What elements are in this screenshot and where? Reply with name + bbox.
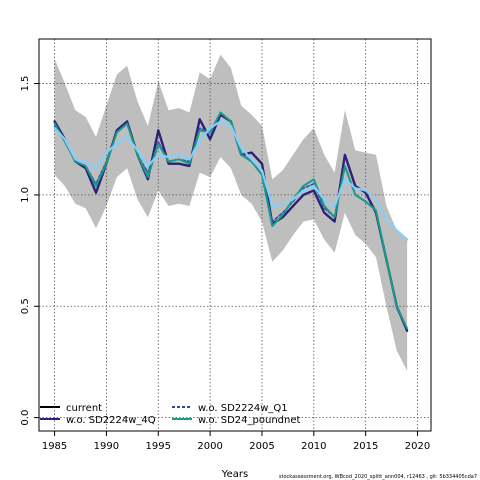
x-tick-label: 2010 (301, 441, 326, 452)
x-tick-label: 2015 (353, 441, 378, 452)
y-tick-label: 0.5 (20, 298, 31, 314)
x-axis-title: Years (221, 469, 248, 480)
legend-label: w.o. SD2224w_4Q (66, 415, 156, 426)
confidence-band (54, 54, 408, 371)
confidence-band-layer (54, 54, 408, 371)
y-tick-label: 1.0 (20, 187, 31, 203)
grid-layer (39, 39, 431, 431)
x-tick-label: 1990 (94, 441, 119, 452)
legend-label: current (66, 403, 102, 414)
series-line-4 (53, 120, 409, 241)
x-tick-label: 1995 (146, 441, 171, 452)
series-line-3 (53, 111, 409, 330)
x-tick-label: 1985 (42, 441, 67, 452)
y-axis: 0.0 0.5 1.0 1.5 (20, 76, 39, 426)
footer-text: stockassessment.org, WBcod_2020_splitt_a… (279, 474, 477, 480)
legend-label: w.o. SD2224w_Q1 (198, 403, 288, 414)
x-tick-label: 2005 (249, 441, 274, 452)
x-tick-label: 2020 (405, 441, 430, 452)
y-tick-label: 0.0 (20, 410, 31, 426)
x-tick-label: 2000 (197, 441, 222, 452)
legend-label: w.o. SD24_poundnet (198, 415, 300, 426)
x-axis: 1985 1990 1995 2000 2005 2010 2015 2020 (42, 431, 430, 452)
plot-frame (38, 38, 432, 432)
y-tick-label: 1.5 (20, 76, 31, 92)
series-layer (53, 111, 409, 332)
